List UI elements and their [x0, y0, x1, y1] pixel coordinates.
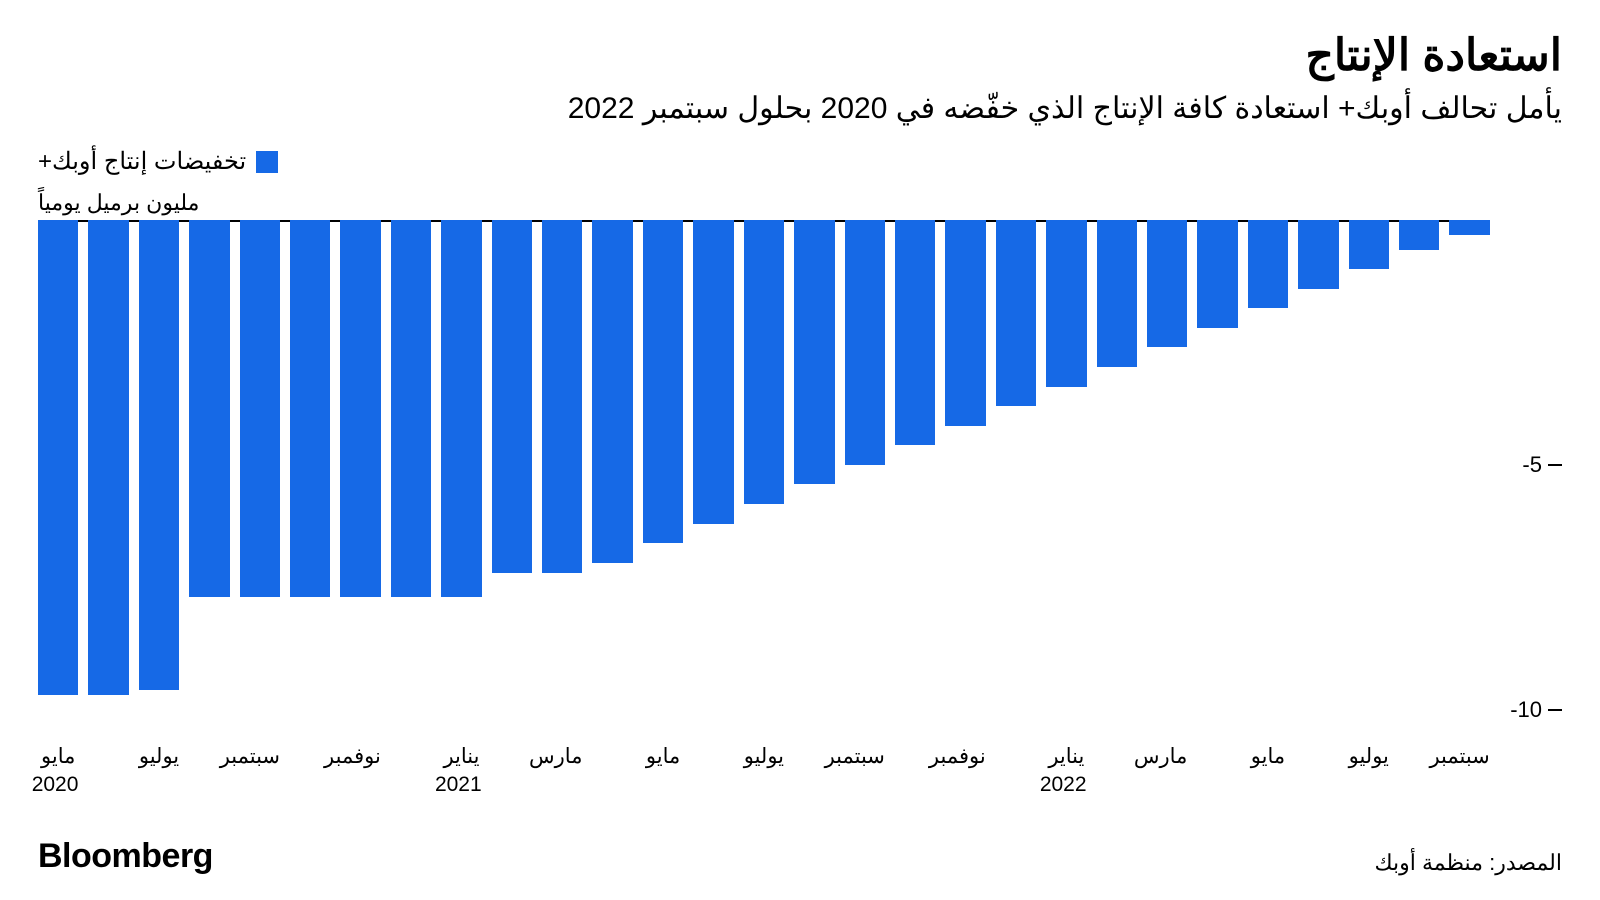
x-tick-year: 2020: [38, 772, 78, 798]
chart-subtitle: يأمل تحالف أوبك+ استعادة كافة الإنتاج ال…: [38, 89, 1562, 130]
plot-area: [38, 220, 1490, 734]
y-axis-unit-row: مليون برميل يومياً: [38, 190, 1562, 216]
x-tick-month: مايو: [41, 745, 75, 768]
x-tick-label: [996, 744, 1036, 829]
bar: [441, 220, 481, 597]
y-axis: 5- 10-: [1490, 220, 1562, 734]
x-tick-label: سبتمبر: [240, 744, 280, 829]
x-tick-month: نوفمبر: [929, 745, 986, 768]
bar: [492, 220, 532, 572]
y-tick-mark: [1548, 709, 1562, 711]
x-tick-label: يوليو: [744, 744, 784, 829]
x-tick-month: سبتمبر: [825, 745, 885, 768]
x-tick-month: يوليو: [744, 745, 784, 768]
bar: [391, 220, 431, 597]
x-tick-month: يناير: [1048, 745, 1084, 768]
legend-swatch: [256, 151, 278, 173]
bar: [542, 220, 582, 572]
bar: [340, 220, 380, 597]
x-tick-label: يناير 2022: [1046, 744, 1086, 829]
x-tick-month: يوليو: [1349, 745, 1389, 768]
source-label: المصدر: منظمة أوبك: [1374, 850, 1562, 876]
bar: [592, 220, 632, 562]
bar: [290, 220, 330, 597]
legend-label: تخفيضات إنتاج أوبك+: [38, 147, 246, 176]
bar: [895, 220, 935, 445]
x-tick-label: مارس: [1147, 744, 1187, 829]
bar: [139, 220, 179, 690]
bar: [996, 220, 1036, 406]
x-tick-label: [592, 744, 632, 829]
y-tick-label: 10-: [1510, 697, 1542, 723]
legend: تخفيضات إنتاج أوبك+: [38, 147, 1562, 176]
bar: [38, 220, 78, 695]
x-tick-label: سبتمبر: [1449, 744, 1489, 829]
x-tick-label: [391, 744, 431, 829]
chart-area: 5- 10- مايو 2020 يوليو سبتمبر نوفمبر يناير 2021…: [38, 220, 1562, 829]
x-tick-label: يوليو: [1349, 744, 1389, 829]
x-tick-month: يناير: [443, 745, 479, 768]
x-tick-year: 2021: [441, 772, 481, 798]
bar: [1147, 220, 1187, 347]
chart-container: استعادة الإنتاج يأمل تحالف أوبك+ استعادة…: [0, 0, 1600, 900]
chart-title: استعادة الإنتاج: [38, 30, 1562, 83]
bar: [189, 220, 229, 597]
x-tick-label: [1298, 744, 1338, 829]
x-tick-label: يوليو: [139, 744, 179, 829]
bar: [1248, 220, 1288, 308]
x-tick-month: سبتمبر: [220, 745, 280, 768]
x-tick-label: مايو: [1248, 744, 1288, 829]
x-tick-label: [1097, 744, 1137, 829]
x-tick-year: 2022: [1046, 772, 1086, 798]
bars-group: [38, 220, 1490, 734]
x-tick-month: مارس: [1134, 745, 1187, 768]
x-tick-month: مايو: [1251, 745, 1285, 768]
bar: [1399, 220, 1439, 249]
bar: [744, 220, 784, 504]
x-tick-label: مايو: [643, 744, 683, 829]
x-tick-label: [88, 744, 128, 829]
x-tick-label: سبتمبر: [845, 744, 885, 829]
x-axis: مايو2020يوليوسبتمبرنوفمبريناير2021مارسما…: [38, 744, 1490, 829]
x-tick-label: [693, 744, 733, 829]
y-tick-label: 5-: [1522, 452, 1542, 478]
bar: [240, 220, 280, 597]
y-axis-unit-label: مليون برميل يومياً: [38, 190, 199, 215]
bar: [1349, 220, 1389, 269]
x-tick-label: مارس: [542, 744, 582, 829]
footer: Bloomberg المصدر: منظمة أوبك: [38, 837, 1562, 876]
x-tick-month: مارس: [529, 745, 582, 768]
y-tick-mark: [1548, 464, 1562, 466]
bar: [1449, 220, 1489, 235]
bar: [845, 220, 885, 465]
x-tick-month: يوليو: [139, 745, 179, 768]
x-tick-label: [1197, 744, 1237, 829]
y-tick: 10-: [1510, 697, 1562, 723]
x-tick-month: مايو: [646, 745, 680, 768]
bar: [643, 220, 683, 543]
brand-logo: Bloomberg: [38, 837, 213, 876]
bar: [1197, 220, 1237, 328]
bar: [794, 220, 834, 484]
y-tick: 5-: [1522, 452, 1562, 478]
x-tick-label: [492, 744, 532, 829]
x-tick-month: سبتمبر: [1429, 745, 1489, 768]
x-tick-label: مايو 2020: [38, 744, 78, 829]
bar: [1097, 220, 1137, 367]
bar: [693, 220, 733, 523]
x-tick-label: يناير 2021: [441, 744, 481, 829]
bar: [1298, 220, 1338, 288]
bar: [88, 220, 128, 695]
x-tick-label: نوفمبر: [340, 744, 380, 829]
bar: [945, 220, 985, 425]
x-tick-month: نوفمبر: [324, 745, 381, 768]
bar: [1046, 220, 1086, 386]
x-tick-label: نوفمبر: [945, 744, 985, 829]
